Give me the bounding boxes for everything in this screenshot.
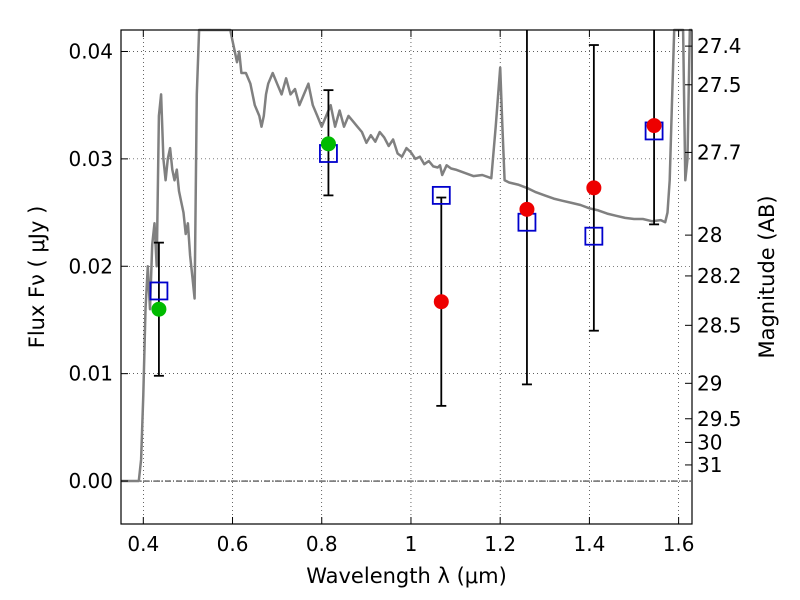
- x-axis-ticks: 0.4 0.6 0.8 1 1.2 1.4 1.6: [127, 30, 695, 556]
- y-tick-label: 0.04: [68, 39, 113, 63]
- y-tick-label: 0.03: [68, 147, 113, 171]
- magnitude-tick-label: 28: [697, 223, 722, 247]
- magnitude-tick-label: 28.2: [697, 264, 742, 288]
- y-tick-label: 0.00: [68, 469, 113, 493]
- observed-optical-point: [320, 136, 336, 152]
- plot-frame: [120, 29, 693, 525]
- y-tick-label: 0.02: [68, 254, 113, 278]
- model-photometry-squares: [149, 121, 664, 301]
- y-axis-label: Flux Fν ( μJy ): [25, 206, 49, 349]
- x-tick-label: 0.6: [217, 532, 249, 556]
- y-axis-ticks: 0.00 0.01 0.02 0.03 0.04: [68, 39, 128, 493]
- x-tick-label: 0.4: [127, 532, 159, 556]
- grid-lines: [121, 30, 692, 524]
- observed-nir-point: [433, 294, 449, 310]
- magnitude-tick-label: 27.4: [697, 34, 742, 58]
- magnitude-tick-label: 27.7: [697, 140, 742, 164]
- magnitude-tick-label: 31: [697, 453, 722, 477]
- error-bars: [153, 30, 660, 407]
- magnitude-tick-label: 29.5: [697, 407, 742, 431]
- observed-optical-point: [151, 301, 167, 317]
- x-tick-label: 1.2: [484, 532, 516, 556]
- plot-area: [121, 28, 692, 483]
- observed-nir-point: [646, 118, 662, 134]
- x-tick-label: 1.6: [663, 532, 695, 556]
- magnitude-tick-label: 27.5: [697, 73, 742, 97]
- magnitude-axis-label: Magnitude (AB): [755, 195, 779, 358]
- model-spectrum-line: [121, 28, 692, 483]
- model-photometry-square: [149, 281, 169, 301]
- model-photometry-square: [584, 226, 604, 246]
- x-tick-label: 0.8: [306, 532, 338, 556]
- observed-photometry-points: [151, 118, 662, 317]
- x-axis-label: Wavelength λ (μm): [306, 564, 507, 588]
- observed-nir-point: [586, 180, 602, 196]
- magnitude-tick-label: 28.5: [697, 313, 742, 337]
- observed-nir-point: [519, 201, 535, 217]
- magnitude-tick-label: 29: [697, 371, 722, 395]
- y-tick-label: 0.01: [68, 362, 113, 386]
- x-tick-label: 1.4: [573, 532, 605, 556]
- x-tick-label: 1: [405, 532, 418, 556]
- magnitude-tick-label: 30: [697, 430, 722, 454]
- model-photometry-square: [431, 185, 451, 205]
